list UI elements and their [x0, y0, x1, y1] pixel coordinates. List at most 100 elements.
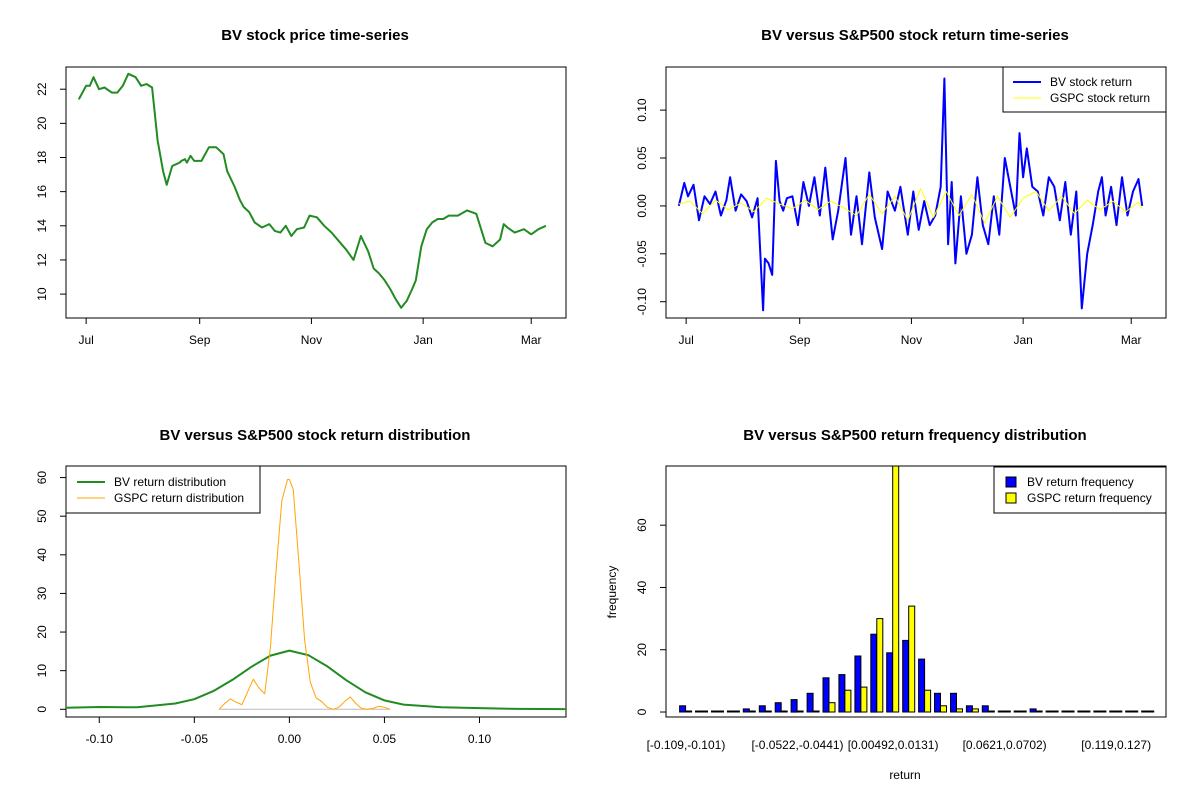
histogram-y-tick-label: 0 [635, 708, 649, 715]
histogram-x-tick-label: [0.0621,0.0702) [963, 738, 1047, 752]
price-x-tick-label: Jul [78, 333, 93, 347]
density-y-tick-label: 30 [35, 586, 49, 600]
gspc-frequency-bar [860, 686, 868, 713]
price-plot-frame [65, 66, 567, 319]
density-y-tick-label: 60 [35, 471, 49, 485]
price-chart-title: BV stock price time-series [221, 27, 409, 44]
price-y-tick-label: 16 [35, 185, 49, 199]
density-legend: BV return distribution GSPC return distr… [65, 465, 261, 514]
histogram-x-tick-label: [-0.0522,-0.0441) [751, 738, 843, 752]
returns-y-tick-label: -0.10 [635, 288, 649, 316]
bv-frequency-bar [902, 639, 910, 713]
bv-frequency-bar [1029, 708, 1037, 713]
price-y-tick-label: 14 [35, 219, 49, 233]
bv-frequency-bar [1061, 710, 1069, 713]
gspc-frequency-bar [940, 705, 947, 713]
density-x-tick-label: 0.00 [278, 732, 302, 746]
price-series-line [77, 72, 547, 309]
returns-x-tick-label: Sep [789, 333, 811, 347]
gspc-frequency-bar [1147, 710, 1155, 713]
returns-x-tick-label: Jan [1013, 333, 1032, 347]
bv-frequency-bar [870, 633, 878, 713]
histogram-plot-frame [665, 465, 1167, 718]
density-x-tick-label: -0.10 [86, 732, 114, 746]
histogram-y-tick-label: 40 [635, 580, 649, 594]
returns-legend-box [1002, 66, 1167, 113]
density-x-tick-label: -0.05 [181, 732, 209, 746]
bv-frequency-bar [1141, 710, 1149, 713]
density-chart-title: BV versus S&P500 stock return distributi… [160, 427, 471, 444]
histogram-y-tick-label: 20 [635, 643, 649, 657]
gspc-frequency-bar [796, 710, 804, 713]
density-y-tick-label: 10 [35, 664, 49, 678]
histogram-y-tick-label: 60 [635, 518, 649, 532]
histogram-chart-title: BV versus S&P500 return frequency distri… [743, 427, 1086, 444]
returns-y-tick-label: -0.05 [635, 240, 649, 268]
bv-frequency-bar [711, 710, 718, 713]
returns-y-tick-label: 0.10 [635, 98, 649, 122]
returns-legend: BV stock return GSPC stock return [1002, 66, 1167, 113]
gspc-frequency-bar [780, 710, 788, 713]
density-legend-bv-label: BV return distribution [114, 475, 226, 489]
price-x-tick-label: Mar [521, 333, 542, 347]
price-y-tick-label: 20 [35, 116, 49, 130]
bv-density-line [65, 649, 567, 711]
returns-x-tick-label: Nov [901, 333, 922, 347]
returns-chart: Jul Sep Nov Jan Mar -0.10 -0.05 0.00 0.05 0.10 [635, 66, 1167, 347]
returns-legend-gspc-label: GSPC stock return [1050, 91, 1150, 105]
gspc-frequency-bar [685, 710, 693, 713]
histogram-x-tick-label: [0.119,0.127) [1081, 738, 1151, 752]
gspc-frequency-bar [1019, 710, 1027, 713]
returns-y-tick-label: 0.00 [635, 194, 649, 218]
returns-x-tick-label: Mar [1121, 333, 1142, 347]
gspc-frequency-bar [812, 710, 820, 713]
price-y-tick-label: 10 [35, 287, 49, 301]
bv-frequency-bar [1109, 710, 1117, 713]
bv-frequency-bar [1045, 710, 1053, 713]
bv-frequency-bar [679, 705, 687, 713]
histogram-legend-box [993, 466, 1167, 514]
gspc-frequency-bar [1035, 710, 1043, 713]
gspc-frequency-bar [701, 710, 708, 713]
density-y-tick-label: 50 [35, 509, 49, 523]
bv-frequency-bar [806, 692, 814, 713]
histogram-x-axis-label: return [889, 768, 920, 782]
returns-chart-title: BV versus S&P500 stock return time-serie… [761, 27, 1069, 44]
density-x-tick-label: 0.10 [468, 732, 492, 746]
histogram-legend-gspc-label: GSPC return frequency [1027, 491, 1152, 505]
gspc-frequency-bar [1003, 710, 1011, 713]
gspc-frequency-bar [908, 605, 916, 713]
histogram-y-axis-label: frequency [605, 566, 619, 619]
gspc-frequency-bar [987, 710, 995, 713]
bv-return-line [677, 77, 1144, 312]
bv-frequency-bar [1093, 710, 1101, 713]
density-plot-frame [65, 465, 567, 718]
gspc-frequency-bar [732, 710, 740, 713]
bv-frequency-bar [742, 708, 750, 713]
gspc-frequency-bar [1131, 710, 1139, 713]
bv-frequency-bar [838, 674, 846, 713]
bv-frequency-bar [1077, 710, 1085, 713]
price-y-tick-label: 22 [35, 82, 49, 96]
bv-frequency-bar [790, 699, 798, 713]
gspc-density-line [218, 479, 391, 710]
gspc-frequency-bar [828, 702, 836, 713]
histogram-x-tick-label: [-0.109,-0.101) [647, 738, 726, 752]
histogram-legend-gspc-swatch [1005, 492, 1017, 504]
price-chart: Jul Sep Nov Jan Mar 10 12 14 16 18 20 22 [35, 66, 567, 347]
bv-frequency-bar [981, 705, 989, 713]
density-chart: -0.10 -0.05 0.00 0.05 0.10 0 10 20 30 40 50 60 [35, 465, 567, 746]
density-legend-box [65, 465, 261, 514]
density-y-tick-label: 40 [35, 548, 49, 562]
bv-frequency-bar [918, 658, 926, 713]
gspc-frequency-bar [924, 689, 932, 713]
gspc-frequency-bar [1115, 710, 1123, 713]
bv-frequency-bar [934, 692, 941, 713]
bv-frequency-bar [774, 702, 782, 713]
returns-y-tick-label: 0.05 [635, 146, 649, 170]
density-y-tick-label: 20 [35, 625, 49, 639]
returns-legend-bv-label: BV stock return [1050, 75, 1132, 89]
bv-frequency-bar [854, 655, 862, 713]
gspc-frequency-bar [1051, 710, 1059, 713]
